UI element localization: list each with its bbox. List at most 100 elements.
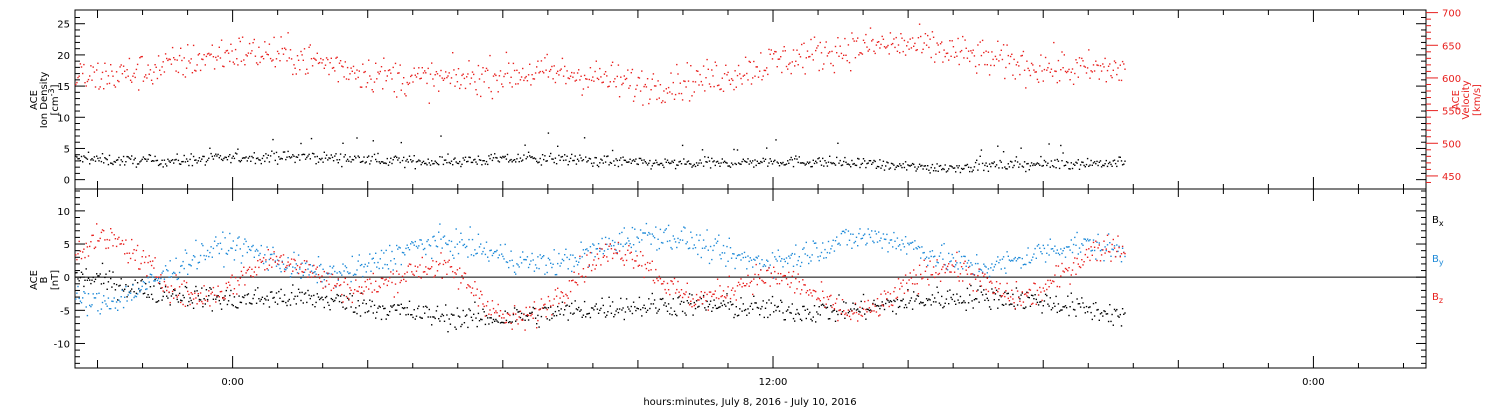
bz-point [328,283,330,285]
density-point [318,158,321,160]
bz-point [944,271,946,274]
bz-point [148,255,150,257]
density-point [599,162,601,164]
density-point [637,163,639,166]
bx-point [970,284,972,287]
by-point [435,245,438,247]
bz-point [560,291,562,293]
velocity-point [1002,44,1005,46]
bz-point [97,240,99,242]
by-point [840,232,843,235]
by-point [392,269,394,271]
velocity-point [83,63,85,66]
bx-point [267,299,269,301]
bz-point [251,268,253,270]
density-point [981,162,984,165]
bz-point [1100,254,1103,256]
by-point [1057,252,1060,254]
by-point [1050,248,1053,250]
bx-point [909,300,911,302]
by-point [1064,256,1067,258]
bx-point [650,303,652,305]
bz-point [239,277,241,279]
bz-point [316,266,318,268]
bx-point [198,298,201,301]
bz-point [390,271,392,273]
velocity-point [876,41,879,43]
bx-point [743,309,746,312]
velocity-point [303,48,306,50]
density-point [880,167,882,169]
bz-point [732,287,734,289]
density-point [292,154,294,156]
density-point [750,162,753,164]
bx-point [917,295,920,297]
density-point [516,158,518,160]
bx-point [434,317,436,320]
bz-point [1124,252,1126,255]
bz-point [995,281,998,283]
by-point [83,291,85,293]
velocity-point [904,54,907,56]
velocity-point [446,76,448,79]
density-point [657,163,659,166]
density-point [455,161,457,163]
density-point [769,158,771,160]
x-tick-label: 0:00 [1302,377,1324,388]
by-point [529,263,531,266]
density-point [407,161,409,163]
bz-point [359,292,362,294]
by-point [784,260,786,263]
bx-point [658,308,660,311]
density-point [722,161,725,164]
bx-point [450,313,453,315]
bz-point [348,298,350,300]
bz-point [1118,246,1120,249]
bx-point [191,302,194,304]
velocity-point [216,59,218,61]
by-point [1023,263,1026,265]
density-point [457,162,460,165]
density-point [574,155,576,157]
velocity-point [397,72,399,74]
by-point [1113,245,1116,247]
bx-point [855,309,858,311]
bz-point [734,290,736,292]
bx-point [586,313,588,315]
bz-point [501,317,503,319]
bz-point [831,306,833,309]
velocity-point [595,60,597,62]
by-point [126,300,128,302]
bx-point [411,314,413,316]
density-point [466,161,468,163]
bz-point [557,287,559,289]
density-point [1113,159,1116,161]
bx-point [280,288,282,291]
bz-point [991,282,993,284]
by-point [714,238,716,240]
bz-point [532,317,534,319]
velocity-point [251,50,253,52]
density-point [307,155,309,157]
velocity-point [238,37,240,39]
bz-point [621,257,623,259]
by-point [576,264,579,266]
by-point [1058,254,1061,256]
bz-point [678,291,680,293]
by-point [681,239,684,241]
bz-point [104,239,106,241]
bx-point [336,293,338,296]
bz-point [218,296,220,298]
by-point [892,246,894,248]
density-point [1004,166,1006,168]
bz-point [722,290,725,292]
velocity-point [244,64,246,66]
density-point [385,162,387,165]
velocity-point [450,77,453,79]
top-panel-frame [74,9,1427,190]
density-point [212,158,215,160]
bx-point [192,307,195,309]
velocity-point [492,75,495,77]
bx-point [567,319,569,321]
velocity-point [454,85,456,87]
